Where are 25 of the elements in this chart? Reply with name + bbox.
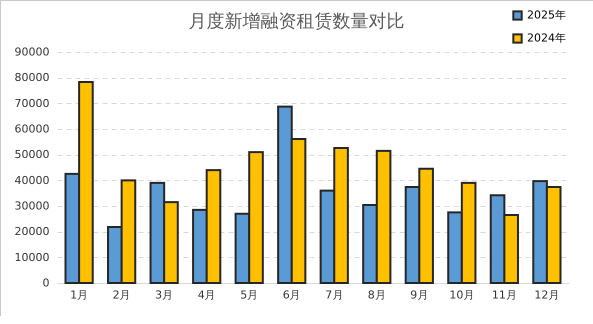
- x-tick-label: 7月: [325, 288, 344, 302]
- x-tick-label: 9月: [410, 288, 428, 302]
- y-tick-label: 30000: [14, 200, 50, 212]
- legend-label: 2024年: [527, 32, 566, 44]
- y-tick-label: 50000: [14, 148, 50, 162]
- y-tick-label: 80000: [14, 71, 50, 84]
- x-tick-label: 4月: [198, 288, 216, 302]
- y-tick-label: 10000: [14, 250, 50, 264]
- y-tick-label: 70000: [14, 96, 50, 110]
- y-tick-label: 90000: [14, 46, 50, 58]
- x-tick-label: 3月: [155, 288, 174, 302]
- y-tick-label: 40000: [14, 174, 50, 187]
- x-tick-label: 1月: [70, 288, 88, 302]
- x-tick-label: 8月: [368, 288, 386, 302]
- y-tick-label: 0: [42, 276, 50, 290]
- x-tick-label: 10月: [449, 288, 474, 302]
- x-tick-label: 6月: [282, 288, 301, 302]
- x-tick-label: 2月: [112, 288, 131, 302]
- y-tick-label: 20000: [14, 225, 50, 238]
- y-tick-label: 60000: [14, 122, 50, 136]
- x-tick-label: 12月: [534, 288, 560, 302]
- chart-title: 月度新增融资租赁数量对比: [188, 11, 404, 32]
- x-tick-label: 11月: [492, 288, 517, 302]
- x-tick-label: 5月: [240, 288, 258, 302]
- legend-label: 2025年: [527, 8, 566, 22]
